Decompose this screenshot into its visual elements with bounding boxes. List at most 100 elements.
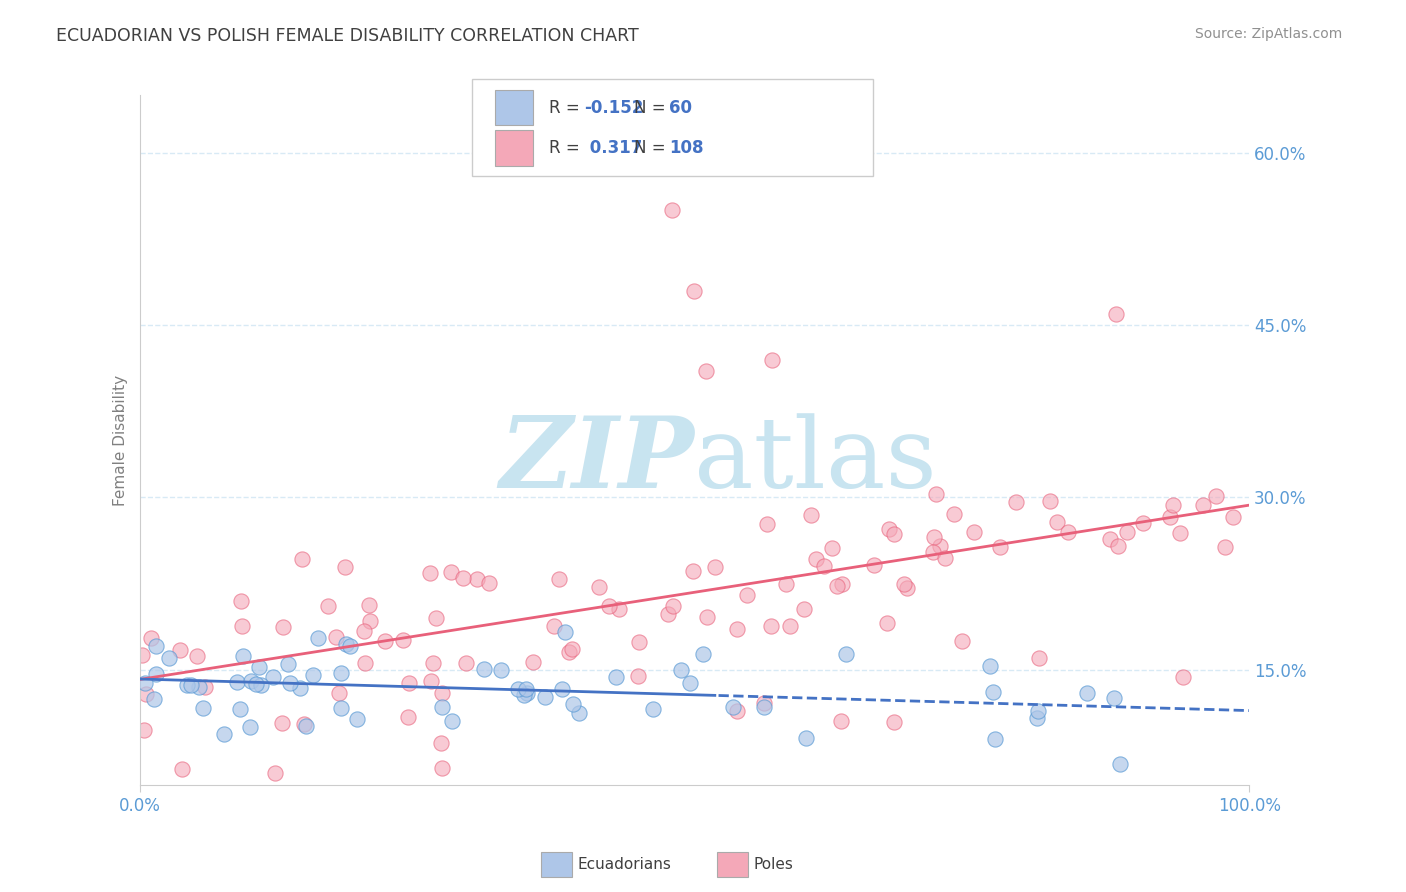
Point xyxy=(513,688,536,702)
Point xyxy=(335,637,357,651)
Point xyxy=(605,669,627,683)
Point xyxy=(425,611,447,625)
Point xyxy=(1222,509,1244,524)
Point xyxy=(695,364,717,378)
Point xyxy=(231,618,253,632)
Point xyxy=(669,664,692,678)
Point xyxy=(131,648,153,662)
Point xyxy=(598,599,620,613)
Point xyxy=(835,647,858,661)
Point xyxy=(562,697,585,711)
Point xyxy=(1026,711,1049,725)
Point xyxy=(515,681,537,696)
Point xyxy=(374,633,396,648)
Point xyxy=(922,545,945,559)
Point xyxy=(1213,540,1236,554)
Point xyxy=(752,700,775,714)
Point xyxy=(180,678,202,692)
Point xyxy=(288,681,311,696)
Point xyxy=(725,704,748,718)
Point xyxy=(893,577,915,591)
Point xyxy=(934,551,956,566)
Point xyxy=(170,762,193,776)
Point xyxy=(157,651,180,665)
Point xyxy=(942,507,965,521)
Point xyxy=(277,657,299,671)
Point xyxy=(883,526,905,541)
Point xyxy=(794,731,817,746)
Point xyxy=(588,580,610,594)
Point xyxy=(419,566,441,580)
Point xyxy=(278,675,301,690)
Point xyxy=(682,564,704,578)
Point xyxy=(472,662,495,676)
Point xyxy=(232,649,254,664)
Point xyxy=(1116,524,1139,539)
Point xyxy=(696,610,718,624)
Point xyxy=(353,624,375,638)
Point xyxy=(703,559,725,574)
Point xyxy=(779,619,801,633)
Point xyxy=(225,675,247,690)
Point xyxy=(627,668,650,682)
Point xyxy=(543,619,565,633)
Point xyxy=(551,681,574,696)
Point xyxy=(558,645,581,659)
Point xyxy=(1132,516,1154,530)
Point xyxy=(330,666,353,681)
Point xyxy=(1039,494,1062,508)
Point xyxy=(643,701,665,715)
Point xyxy=(245,677,267,691)
Point xyxy=(1161,498,1184,512)
Point xyxy=(339,639,361,653)
Point xyxy=(430,686,453,700)
Point xyxy=(247,659,270,673)
Point xyxy=(270,716,292,731)
Point xyxy=(755,517,778,532)
Point xyxy=(988,540,1011,554)
Point xyxy=(396,710,419,724)
Point xyxy=(876,616,898,631)
Point xyxy=(1159,509,1181,524)
Point xyxy=(924,487,946,501)
Point xyxy=(735,588,758,602)
Point xyxy=(830,714,852,728)
Point xyxy=(516,685,538,699)
Point xyxy=(662,599,685,613)
Point xyxy=(508,682,530,697)
Point xyxy=(273,620,295,634)
Point xyxy=(301,667,323,681)
Point xyxy=(679,676,702,690)
Point xyxy=(422,656,444,670)
Point xyxy=(1104,691,1126,706)
Point xyxy=(1076,686,1098,700)
Point xyxy=(1046,515,1069,529)
Point xyxy=(1107,540,1129,554)
Point xyxy=(307,631,329,645)
Point xyxy=(800,508,823,522)
Point xyxy=(950,634,973,648)
Point xyxy=(316,599,339,614)
Point xyxy=(661,203,683,218)
Point xyxy=(430,699,453,714)
Point xyxy=(627,635,650,649)
Point xyxy=(325,630,347,644)
Point xyxy=(759,618,782,632)
Point xyxy=(262,670,284,684)
Point xyxy=(188,680,211,694)
Point xyxy=(354,657,377,671)
Point xyxy=(533,690,555,704)
Text: R =: R = xyxy=(548,139,585,157)
Text: N =: N = xyxy=(634,139,671,157)
Point xyxy=(135,687,157,701)
Point xyxy=(775,576,797,591)
Point xyxy=(212,727,235,741)
Point xyxy=(441,714,464,728)
Point xyxy=(398,675,420,690)
Text: 60: 60 xyxy=(669,99,692,117)
Point xyxy=(194,680,217,694)
Point xyxy=(879,522,901,536)
Point xyxy=(1005,495,1028,509)
Point xyxy=(561,642,583,657)
Point xyxy=(1173,670,1195,684)
